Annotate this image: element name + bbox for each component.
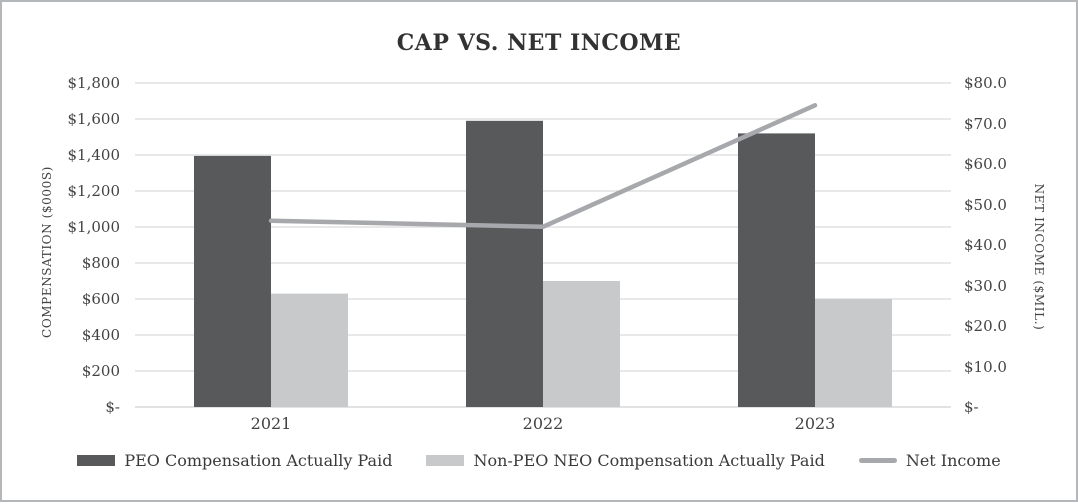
net-income-line [268,103,818,230]
left-axis-tick-label: $400 [81,326,120,344]
left-axis-tick-label: $1,600 [67,110,121,128]
left-axis-tick-label: $600 [81,290,120,308]
x-axis-label-2021: 2021 [250,414,292,433]
net-income-line-swatch-icon [858,458,897,463]
left-axis-tick-label: $1,400 [67,146,121,164]
right-axis-tick-label: $50.0 [964,195,1007,214]
right-axis-tick-label: $40.0 [964,236,1007,254]
right-axis-tick-label: $70.0 [964,114,1007,133]
bar-peo-2021 [194,155,271,407]
right-axis-tick-label: $10.0 [964,357,1007,376]
bar-peo-2023 [738,133,815,407]
chart-title: CAP VS. NET INCOME [396,30,682,56]
right-axis-title: NET INCOME ($MIL.) [1032,183,1046,331]
left-axis-tick-label: $800 [81,254,120,272]
left-axis-tick-label: $200 [81,362,120,380]
legend-item-net-income: Net Income [858,451,1001,470]
legend-item-peo-cap: PEO Compensation Actually Paid [77,451,392,470]
right-axis-tick-label: $- [964,398,979,416]
peo-bar-swatch-icon [77,455,116,466]
left-axis-tick-label: $1,800 [67,74,121,92]
left-axis-tick-label: $1,200 [67,182,121,200]
left-axis-tick-label: $1,000 [67,218,121,236]
bar-peo-2022 [466,120,543,408]
legend-label: Non-PEO NEO Compensation Actually Paid [473,451,825,470]
legend-item-non-peo-cap: Non-PEO NEO Compensation Actually Paid [426,451,825,470]
non-peo-bar-swatch-icon [426,455,465,466]
right-axis-tick-label: $80.0 [964,74,1007,92]
right-axis-tick-label: $20.0 [964,317,1007,335]
legend-label: Net Income [905,451,1001,470]
bar-non-peo-2022 [543,281,620,407]
right-axis-tick-label: $30.0 [964,276,1007,295]
bar-non-peo-2021 [271,293,348,407]
right-axis-tick-label: $60.0 [964,155,1007,173]
bar-non-peo-2023 [815,299,892,407]
legend-label: PEO Compensation Actually Paid [124,451,393,470]
x-axis-label-2022: 2022 [522,414,564,433]
left-axis-tick-label: $- [105,398,120,416]
chart-legend: PEO Compensation Actually Paid Non-PEO N… [2,451,1076,470]
x-axis-label-2023: 2023 [794,414,836,433]
